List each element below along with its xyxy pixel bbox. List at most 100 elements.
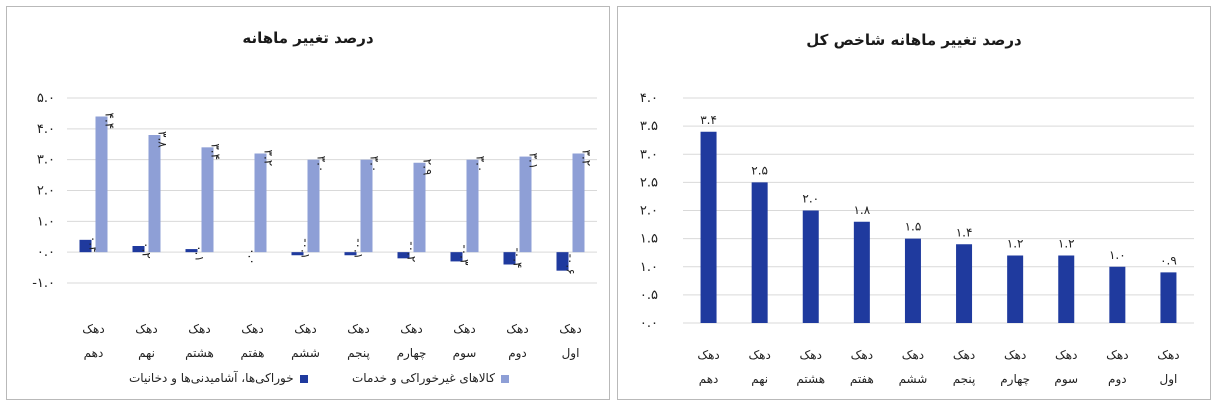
monthly-total-index-change-panel: درصد تغییر ماهانه شاخص کل ۰.۰ ۰.۵ ۱.۰ ۱.۵ ۲.… <box>617 6 1211 400</box>
data-label: -۰.۴ <box>511 247 525 268</box>
data-label: ۴.۴ <box>103 113 117 130</box>
category-label: هفتم <box>850 372 874 386</box>
category-label: دهک <box>294 322 316 336</box>
legend-label: کالاهای غیرخوراکی و خدمات <box>352 371 495 385</box>
category-label: اول <box>562 346 580 361</box>
bar <box>1058 255 1075 323</box>
bar <box>360 159 373 253</box>
bar <box>904 238 921 323</box>
category-label: دهک <box>559 322 581 336</box>
bar <box>148 135 161 253</box>
category-label: هشتم <box>796 372 825 386</box>
data-label: ۳.۸ <box>156 131 170 148</box>
bar <box>700 131 717 323</box>
category-label: دهک <box>506 322 528 336</box>
category-label: نهم <box>751 372 768 386</box>
category-label: دهک <box>1004 348 1026 362</box>
category-label: دهک <box>453 322 475 336</box>
bar <box>201 147 214 253</box>
bar <box>307 159 320 253</box>
category-label: دهک <box>953 348 975 362</box>
data-label: ۱.۲ <box>1058 237 1075 251</box>
y-tick-label: ۳.۰ <box>37 153 55 168</box>
category-label: هشتم <box>185 346 214 360</box>
bar <box>466 159 479 253</box>
data-label: ۱.۲ <box>1007 237 1024 251</box>
monthly-change-by-group-chart: -۱.۰ ۰.۰ ۱.۰ ۲.۰ ۳.۰ ۴.۰ ۵.۰ -۰.۶ ۳.۲ دهک اول -۰.۴ ۳… <box>32 91 597 361</box>
category-label: دهم <box>84 346 104 360</box>
category-label: دهک <box>902 348 924 362</box>
bar <box>572 153 585 253</box>
category-label: دهک <box>1106 348 1128 362</box>
y-tick-label: ۴.۰ <box>640 91 658 106</box>
data-label: ۱.۵ <box>905 220 922 234</box>
category-label: دهک <box>800 348 822 362</box>
category-label: دهک <box>1055 348 1077 362</box>
category-label: دهک <box>1157 348 1179 362</box>
bar <box>956 244 973 323</box>
data-label: ۲.۵ <box>751 163 768 177</box>
bar <box>1109 266 1126 323</box>
bar <box>291 252 304 256</box>
category-label: دهک <box>748 348 770 362</box>
bar <box>132 246 145 253</box>
data-label: ۰.۹ <box>1160 253 1177 267</box>
category-label: دهک <box>135 322 157 336</box>
legend-swatch-dark <box>299 374 308 383</box>
category-label: دهک <box>82 322 104 336</box>
category-label: سوم <box>1054 372 1078 387</box>
category-label: پنجم <box>953 372 976 386</box>
monthly-change-by-group-panel: درصد تغییر ماهانه -۱.۰ ۰.۰ ۱.۰ ۲.۰ ۳.۰ ۴.۰ ۵.۰… <box>6 6 610 400</box>
category-label: دهک <box>851 348 873 362</box>
legend-item-food: خوراکی‌ها، آشامیدنی‌ها و دخانیات <box>129 371 308 385</box>
category-label: دهک <box>241 322 263 336</box>
y-tick-label: ۰.۰ <box>640 316 658 331</box>
y-tick-label: ۲.۰ <box>37 184 55 199</box>
data-label: ۳.۴ <box>209 143 223 160</box>
bar <box>397 252 410 259</box>
y-tick-label: ۲.۰ <box>640 204 658 219</box>
bar <box>344 252 357 256</box>
y-tick-label: ۰.۰ <box>37 245 55 260</box>
category-label: دهک <box>188 322 210 336</box>
y-tick-label: ۳.۰ <box>640 147 658 162</box>
legend-label: خوراکی‌ها، آشامیدنی‌ها و دخانیات <box>129 371 294 385</box>
data-label: ۳.۲ <box>580 150 594 167</box>
category-label: دوم <box>1108 372 1127 387</box>
category-label: ششم <box>899 372 928 386</box>
data-label: ۱.۴ <box>956 225 973 239</box>
bar <box>95 116 108 253</box>
bar <box>185 249 198 253</box>
data-label: ۳.۰ <box>315 156 329 173</box>
bar <box>79 239 92 253</box>
y-tick-label: ۱.۰ <box>640 260 658 275</box>
category-label: پنجم <box>347 346 370 360</box>
data-label: ۳.۰ <box>368 156 382 173</box>
bar <box>556 252 569 271</box>
data-label: -۰.۶ <box>564 254 578 275</box>
data-label: ۳.۰ <box>474 156 488 173</box>
bar <box>519 156 532 253</box>
data-label: ۲.۹ <box>421 159 435 176</box>
bar <box>751 182 768 323</box>
category-label: سوم <box>453 346 477 361</box>
category-label: دهک <box>347 322 369 336</box>
data-label: ۳.۴ <box>700 113 717 127</box>
data-label: ۳.۲ <box>262 150 276 167</box>
y-tick-label: ۵.۰ <box>37 91 55 106</box>
y-tick-label: ۴.۰ <box>37 122 55 137</box>
category-label: دهم <box>699 372 719 386</box>
bar <box>413 162 426 253</box>
bar <box>1007 255 1024 323</box>
y-tick-label: ۱.۵ <box>640 232 658 247</box>
legend-item-nonfood: کالاهای غیرخوراکی و خدمات <box>352 371 509 385</box>
chart-title: درصد تغییر ماهانه <box>242 29 374 47</box>
category-label: هفتم <box>240 346 264 360</box>
category-label: اول <box>1160 372 1178 387</box>
data-label: ۳.۱ <box>527 153 541 170</box>
category-label: دهک <box>697 348 719 362</box>
category-label: چهارم <box>397 346 427 361</box>
bar <box>1160 272 1177 323</box>
category-label: ششم <box>291 346 320 360</box>
category-label: دوم <box>508 346 527 361</box>
